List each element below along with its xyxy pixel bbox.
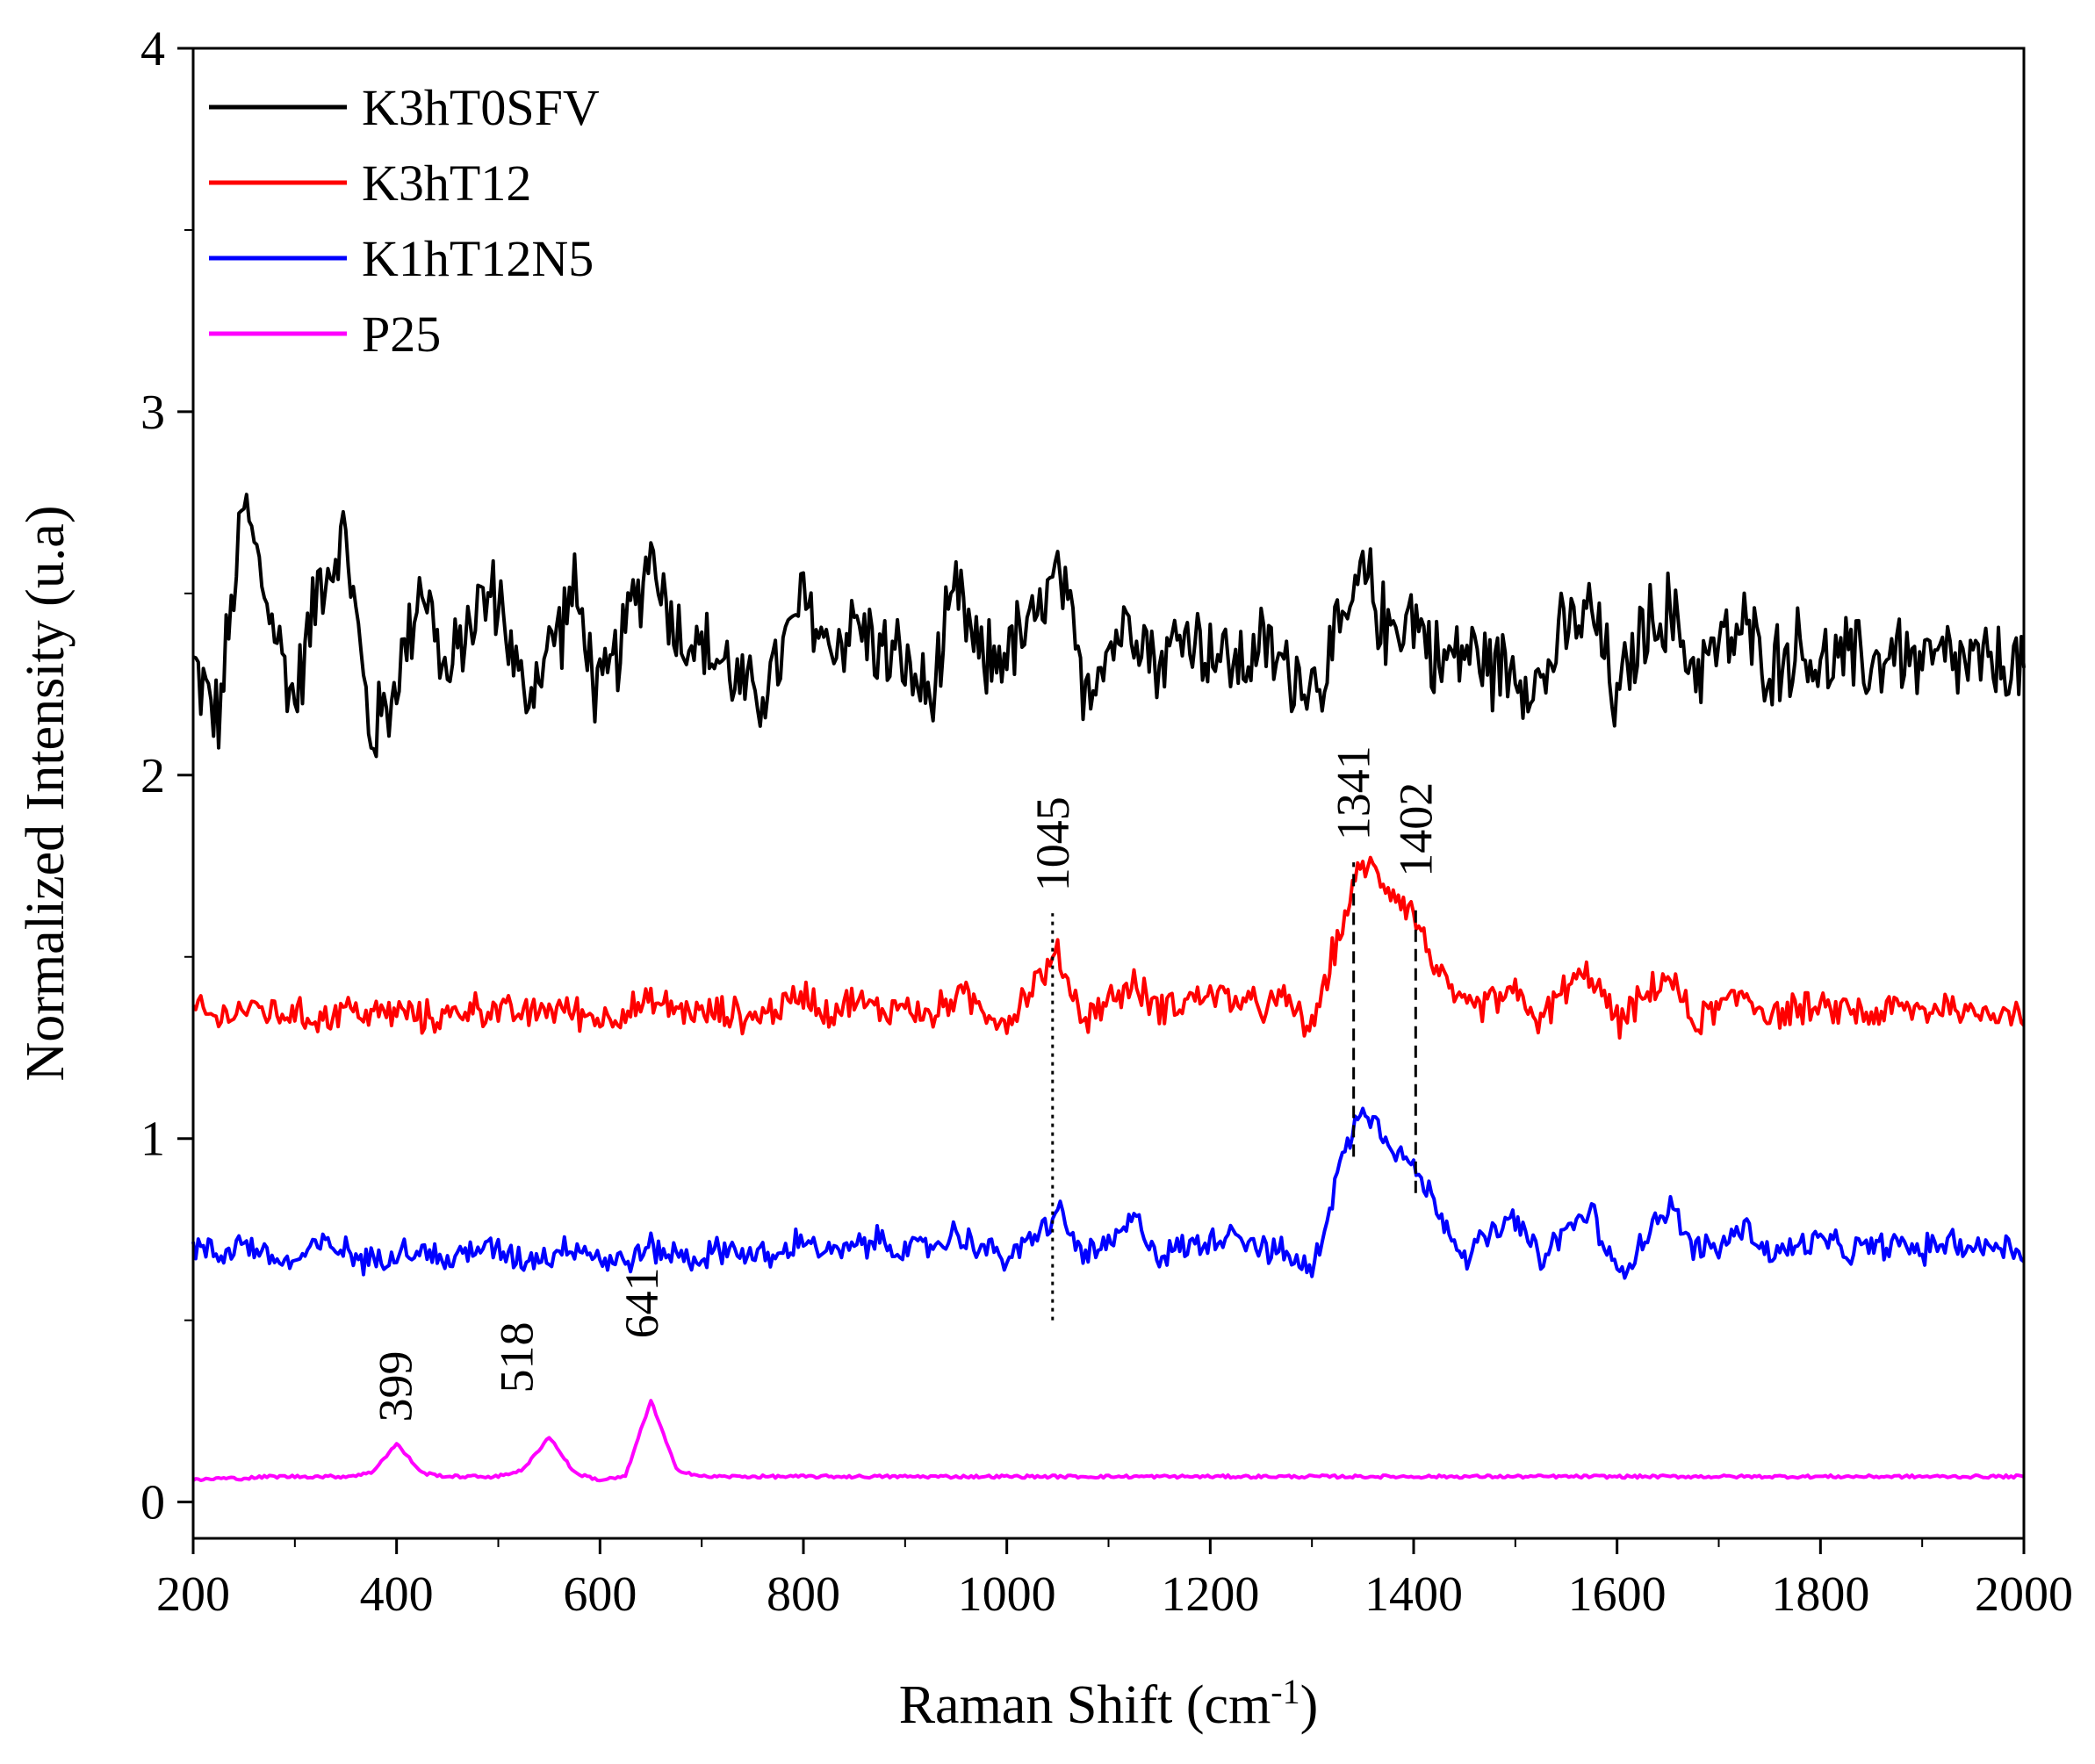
legend-label: K3hT0SFV — [362, 79, 600, 136]
peak-label: 1402 — [1389, 782, 1442, 877]
x-axis: 200 400 600 800 1000 1200 1400 1600 1800 2000 — [156, 1538, 2073, 1622]
y-tick-label: 2 — [140, 749, 165, 803]
legend-label: P25 — [362, 306, 441, 363]
annotation-layer: 399 518 641 1045 1341 1402 — [370, 745, 1443, 1422]
x-axis-title-close: ) — [1300, 1675, 1319, 1735]
y-tick-label: 0 — [140, 1476, 165, 1530]
x-tick-label: 1000 — [958, 1567, 1056, 1622]
y-tick-label: 3 — [140, 385, 165, 440]
series-layer — [191, 493, 2026, 1483]
peak-label: 518 — [490, 1321, 543, 1393]
y-axis-title: Normalized Intensity (u.a) — [16, 506, 76, 1082]
x-tick-label: 600 — [563, 1567, 637, 1622]
x-tick-label: 200 — [156, 1567, 230, 1622]
y-tick-label: 4 — [140, 22, 165, 76]
x-tick-label: 2000 — [1975, 1567, 2073, 1622]
x-axis-title: Raman Shift (cm-1) — [899, 1672, 1319, 1735]
legend-label: K1hT12N5 — [362, 230, 594, 287]
y-tick-label: 1 — [140, 1112, 165, 1167]
x-tick-label: 800 — [767, 1567, 840, 1622]
x-axis-title-sup: -1 — [1271, 1672, 1299, 1711]
peak-label: 1045 — [1026, 796, 1079, 891]
x-tick-label: 1800 — [1771, 1567, 1869, 1622]
legend: K3hT0SFV K3hT12 K1hT12N5 P25 — [209, 79, 600, 363]
series-line-k3ht12 — [191, 855, 2026, 1040]
x-tick-label: 1600 — [1568, 1567, 1667, 1622]
y-axis: 0 1 2 3 4 — [140, 22, 193, 1530]
series-line-p25 — [191, 1399, 2025, 1483]
x-tick-label: 400 — [360, 1567, 434, 1622]
peak-label: 399 — [370, 1351, 422, 1422]
peak-label: 641 — [616, 1267, 668, 1338]
x-tick-label: 1200 — [1161, 1567, 1259, 1622]
series-line-k1ht12n5 — [191, 1106, 2026, 1280]
peak-label: 1341 — [1328, 745, 1380, 840]
x-tick-label: 1400 — [1364, 1567, 1463, 1622]
legend-label: K3hT12 — [362, 155, 531, 212]
series-line-k3ht0sfv — [192, 493, 2026, 759]
x-axis-title-main: Raman Shift (cm — [899, 1675, 1271, 1735]
